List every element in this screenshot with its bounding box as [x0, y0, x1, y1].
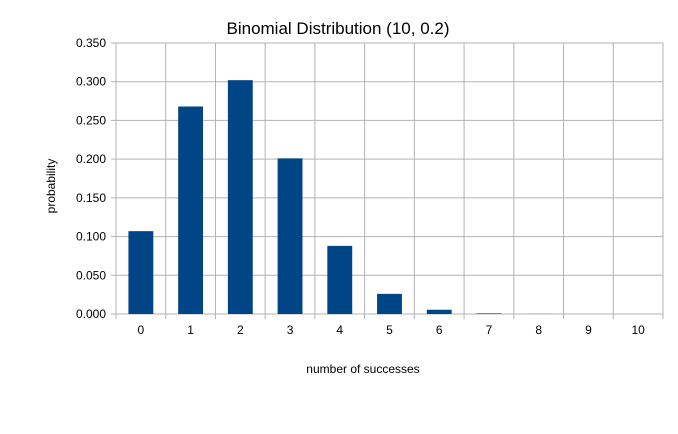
bar-4 — [327, 245, 353, 314]
x-tick-label: 0 — [138, 323, 145, 337]
x-tick-label: 1 — [187, 323, 194, 337]
x-tick-label: 8 — [535, 323, 542, 337]
y-tick-label: 0.200 — [76, 152, 106, 166]
x-tick-label: 3 — [287, 323, 294, 337]
bar-0 — [128, 231, 154, 314]
y-tick-label: 0.150 — [76, 191, 106, 205]
bar-6 — [426, 309, 452, 314]
bar-2 — [227, 80, 253, 314]
bar-3 — [277, 158, 303, 314]
y-axis-ticks: 0.000 0.050 0.100 0.150 0.200 0.250 0.300 0.350 — [76, 36, 106, 321]
y-tick-label: 0.000 — [76, 307, 106, 321]
x-axis-title: number of successes — [306, 362, 419, 376]
y-tick-label: 0.350 — [76, 36, 106, 50]
y-axis-title: probability — [44, 159, 58, 214]
x-tick-label: 10 — [631, 323, 645, 337]
chart-title: Binomial Distribution (10, 0.2) — [227, 19, 450, 38]
y-tick-label: 0.050 — [76, 268, 106, 282]
x-tick-label: 2 — [237, 323, 244, 337]
x-tick-label: 9 — [585, 323, 592, 337]
gridlines — [111, 42, 664, 319]
x-tick-label: 6 — [436, 323, 443, 337]
x-axis-ticks: 0 1 2 3 4 5 6 7 8 9 10 — [138, 323, 646, 337]
bar-5 — [377, 293, 402, 314]
x-tick-label: 5 — [386, 323, 393, 337]
y-tick-label: 0.300 — [76, 75, 106, 89]
bars — [128, 80, 552, 315]
x-tick-label: 4 — [336, 323, 343, 337]
bar-1 — [178, 106, 204, 315]
y-tick-label: 0.250 — [76, 113, 106, 127]
bar-7 — [476, 313, 502, 314]
y-tick-label: 0.100 — [76, 230, 106, 244]
x-tick-label: 7 — [486, 323, 493, 337]
